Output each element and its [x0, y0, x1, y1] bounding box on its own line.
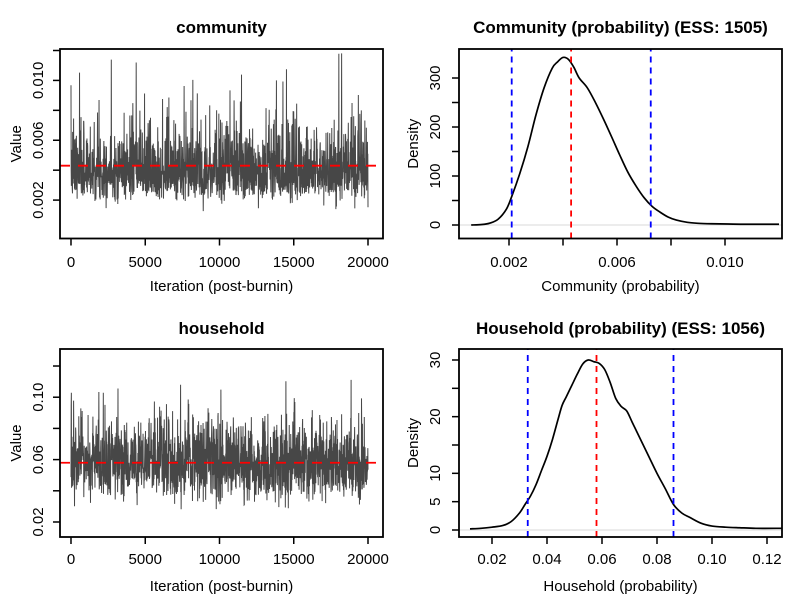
x-tick-label: 5000	[129, 551, 162, 568]
x-tick-label: 15000	[273, 254, 315, 271]
trace-line	[70, 53, 369, 212]
x-tick-label: 10000	[199, 254, 241, 271]
y-tick-label: 0.002	[30, 181, 47, 219]
y-tick-label: 10	[427, 465, 444, 482]
panel-household-trace: 0 5000 10000 15000 20000 0.02 0.06 0.10 househol…	[8, 319, 389, 595]
x-tick-label: 0.10	[697, 551, 726, 568]
y-tick-label: 0.010	[30, 62, 47, 100]
x-tick-label: 0.02	[477, 551, 506, 568]
x-tick-label: 0	[67, 551, 75, 568]
y-axis-label: Value	[8, 424, 25, 461]
y-tick-label: 0.02	[30, 507, 47, 536]
y-tick-label: 100	[427, 163, 444, 188]
y-tick-label: 200	[427, 114, 444, 139]
y-tick-label: 0	[427, 526, 444, 534]
y-axis-label: Density	[405, 417, 422, 468]
panel-title: community	[176, 18, 267, 37]
x-axis-label: Iteration (post-burnin)	[150, 278, 293, 295]
plot-box	[59, 48, 384, 240]
y-axis-label: Density	[405, 118, 422, 169]
x-tick-label: 0.08	[642, 551, 671, 568]
community-density-data-area	[460, 49, 781, 239]
x-tick-label: 20000	[347, 551, 389, 568]
x-tick-label: 0.12	[752, 551, 781, 568]
y-tick-label: 30	[427, 352, 444, 369]
x-tick-label: 0.010	[706, 254, 744, 271]
density-curve	[471, 56, 780, 226]
panel-community-trace: 0 5000 10000 15000 20000 0.002 0.006 0.010 commu…	[8, 18, 389, 295]
x-tick-label: 10000	[199, 551, 241, 568]
panel-title: Household (probability) (ESS: 1056)	[476, 319, 765, 338]
household-density-data-area	[460, 349, 782, 537]
x-tick-label: 0.002	[490, 254, 528, 271]
trace-line	[70, 379, 369, 510]
x-axis-label: Community (probability)	[541, 278, 699, 295]
y-axis-label: Value	[8, 125, 25, 162]
plot-box	[458, 48, 783, 240]
x-tick-label: 15000	[273, 551, 315, 568]
community-trace-data-area	[60, 53, 383, 212]
x-tick-label: 0.006	[598, 254, 636, 271]
panel-title: household	[179, 319, 265, 338]
panel-household-density: 0.02 0.04 0.06 0.08 0.10 0.12 0 5 10 20 30 Househol…	[405, 319, 783, 595]
panel-title: Community (probability) (ESS: 1505)	[473, 18, 768, 37]
y-tick-label: 0	[427, 221, 444, 229]
y-tick-label: 20	[427, 408, 444, 425]
x-tick-label: 5000	[129, 254, 162, 271]
x-tick-label: 0	[67, 254, 75, 271]
x-tick-label: 20000	[347, 254, 389, 271]
panel-community-density: 0.002 0.006 0.010 0 100 200 300 Community (prob…	[405, 18, 783, 295]
y-tick-label: 300	[427, 65, 444, 90]
y-tick-label: 0.006	[30, 122, 47, 160]
y-tick-label: 5	[427, 498, 444, 506]
household-trace-data-area	[60, 379, 383, 510]
plot-box	[59, 348, 384, 538]
x-axis-label: Iteration (post-burnin)	[150, 578, 293, 595]
plot-box	[458, 348, 783, 538]
x-axis-label: Household (probability)	[543, 578, 697, 595]
y-tick-label: 0.06	[30, 445, 47, 474]
y-tick-label: 0.10	[30, 383, 47, 412]
x-tick-label: 0.04	[532, 551, 561, 568]
x-tick-label: 0.06	[587, 551, 616, 568]
density-curve	[469, 359, 782, 530]
